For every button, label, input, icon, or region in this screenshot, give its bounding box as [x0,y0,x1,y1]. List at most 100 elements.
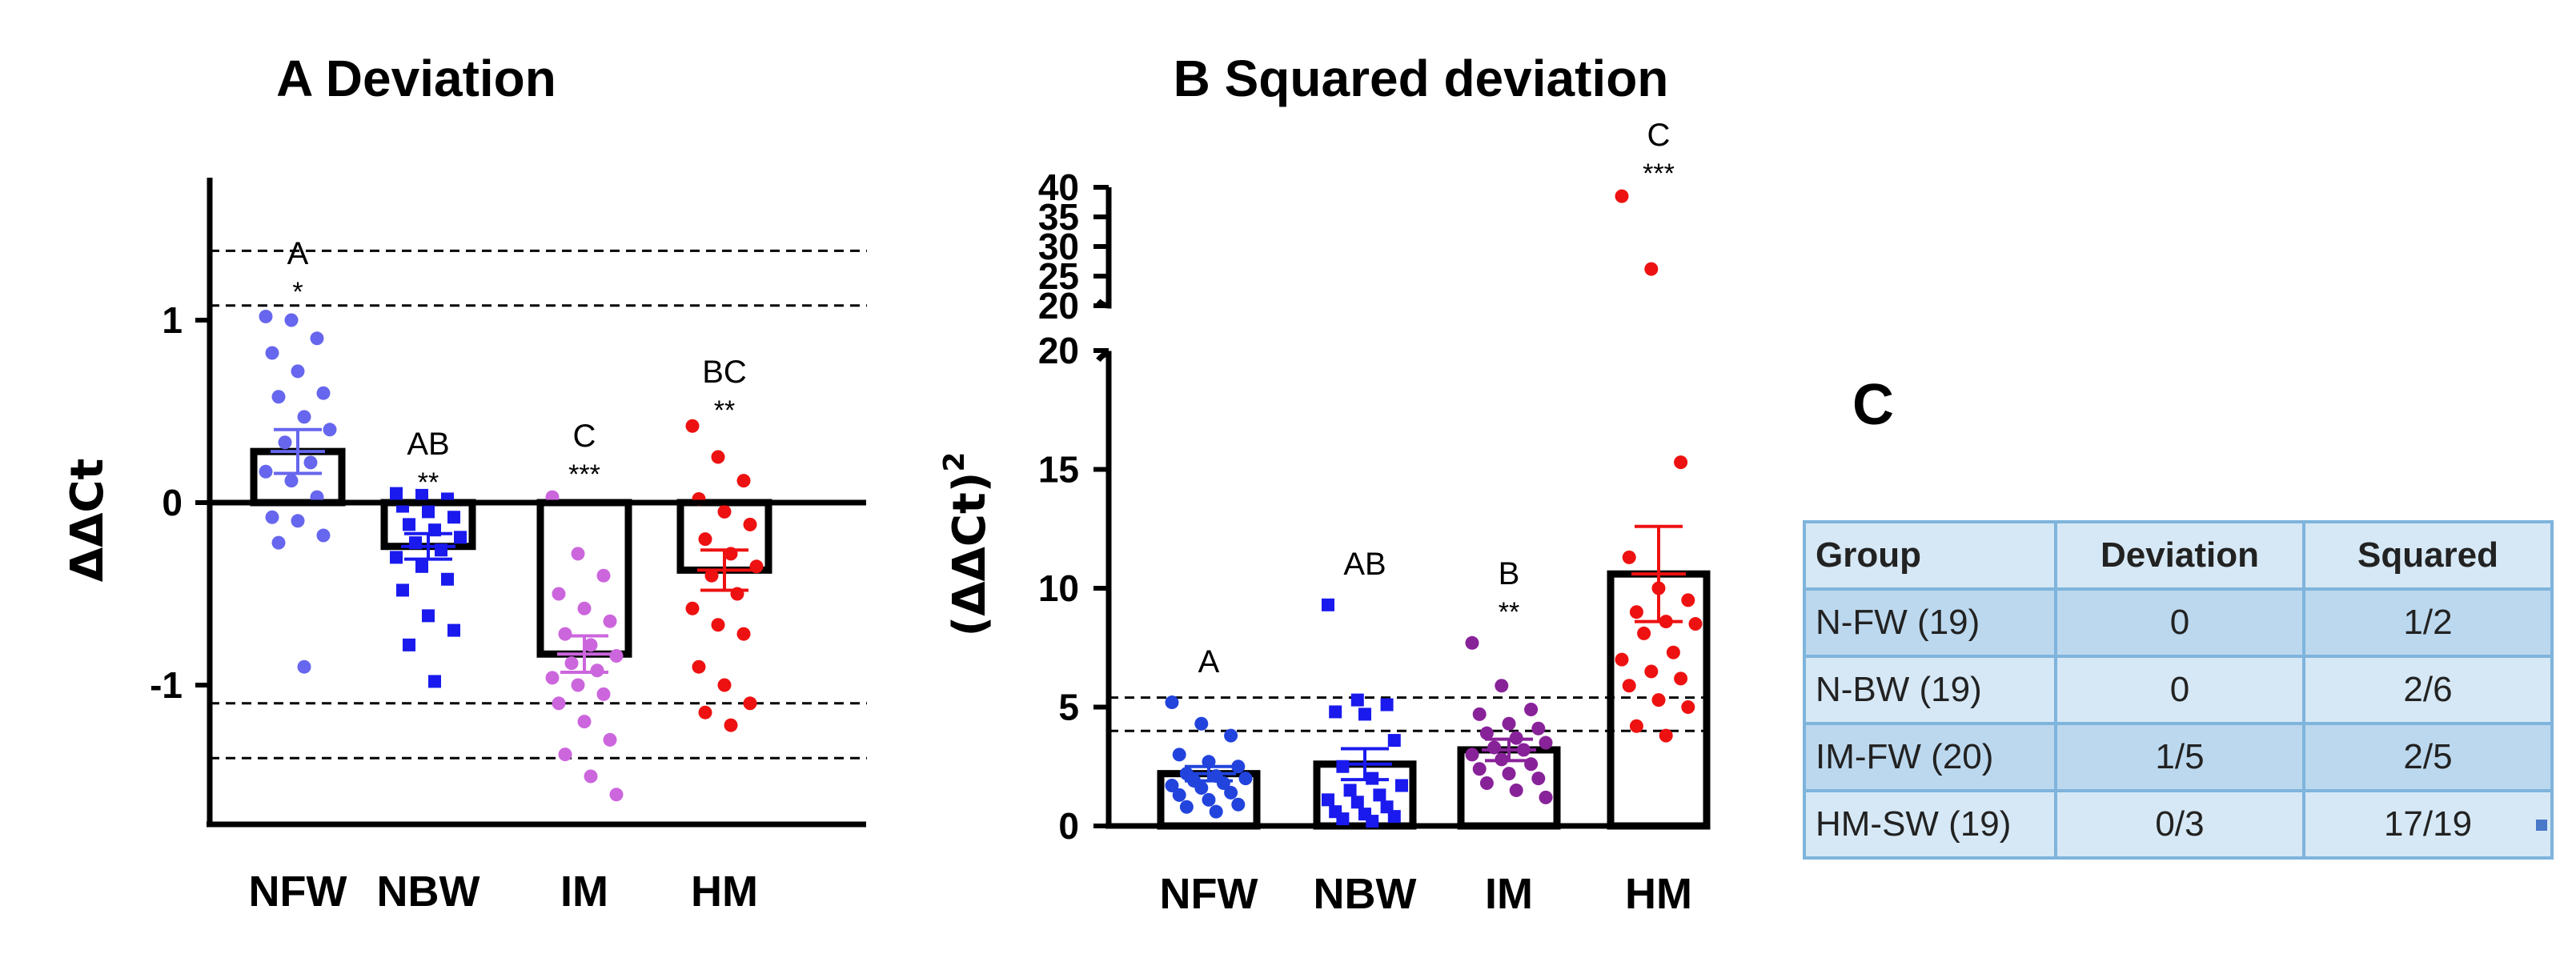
row-squared: 17/19 [2302,789,2554,860]
panel-a-data-point [447,511,460,524]
panel-b-y-tick-label: 15 [1038,449,1079,491]
panel-a-data-point [271,535,286,550]
panel-b-data-point [1472,762,1487,776]
panel-b-data-point [1539,790,1553,804]
panel-b-data-point [1343,784,1357,797]
panel-a-data-point [736,627,751,641]
panel-b-y-tick-label: 20 [1038,285,1079,327]
panel-b-category-label: NBW [1314,870,1417,918]
panel-b-data-point [1336,760,1350,773]
panel-a-data-point [545,671,560,685]
panel-a-data-point [603,732,617,747]
panel-b-y-tick-label: 10 [1038,567,1079,609]
row-deviation: 0 [2054,655,2305,725]
panel-b-y-tick-label: 0 [1058,805,1079,847]
panel-a-data-point [441,572,454,586]
panel-a-data-point [297,659,311,674]
panel-a-data-point [558,627,572,641]
table-row: N-BW (19) 0 2/6 [1803,655,2554,725]
panel-b-data-point [1472,707,1487,721]
panel-a-data-point [422,505,435,519]
panel-b-data-point [1622,679,1636,693]
header-group: Group [1803,520,2057,591]
panel-a-data-point [316,528,331,543]
panel-b-data-point [1179,800,1194,814]
row-deviation: 1/5 [2054,722,2305,792]
panel-a-data-point [571,547,585,561]
panel-a-data-point [749,559,764,574]
panel-b-data-point [1487,740,1502,755]
panel-a-data-point [552,696,566,711]
panel-b-data-point [1209,804,1223,819]
panel-b-data-point [1644,664,1659,679]
table-row: HM-SW (19) 0/3 17/19 [1803,789,2554,860]
panel-b-data-point [1502,767,1516,781]
panel-a-data-point [403,638,415,651]
panel-a-significance-stars: *** [568,459,600,490]
panel-b-data-point [1524,702,1539,716]
panel-a-data-point [609,649,624,663]
panel-b-data-point [1681,700,1695,714]
panel-b-data-point [1395,779,1408,792]
panel-a-data-point [403,518,415,531]
panel-a-data-point [736,474,751,488]
row-deviation: 0/3 [2054,789,2305,860]
panel-a-data-point [590,663,604,678]
panel-b-data-point [1502,716,1516,731]
panel-b-data-point [1231,760,1246,774]
panel-a-data-point [552,587,566,601]
panel-b-y-tick-label: 30 [1038,226,1079,267]
panel-b-data-point [1479,776,1494,791]
panel-a-data-point [724,718,738,732]
panel-a-category-label: NBW [377,868,480,916]
panel-a-data-point [698,705,712,720]
panel-b-category-label: IM [1485,870,1533,918]
panel-b-data-point [1681,593,1695,607]
panel-b-significance-letter: C [1647,118,1671,153]
panel-b-title: B Squared deviation [1174,50,1669,107]
panel-c-label: C [1852,373,1894,437]
panel-a-category-label: HM [691,868,758,916]
panel-b-significance-stars: ** [1499,597,1519,627]
panel-a-data-point [316,386,331,400]
panel-b-data-point [1172,748,1186,762]
panel-b-y-tick-label: 25 [1038,255,1079,297]
panel-b-y-tick-label: 40 [1038,166,1079,208]
panel-b-data-point [1329,705,1342,719]
header-squared: Squared [2302,520,2554,591]
panel-a-data-point [284,313,299,327]
panel-b-data-point [1387,810,1401,824]
panel-b-y-axis-lower [1096,351,1112,826]
panel-b-data-point [1224,785,1238,800]
panel-a-significance-stars: ** [714,395,735,426]
panel-b-data-point [1674,455,1688,470]
panel-a-data-point [711,450,725,464]
panel-b-data-point [1224,728,1238,743]
panel-b-data-point [1465,748,1479,762]
panel-b-data-point [1465,635,1479,650]
table-resize-handle[interactable] [2536,820,2547,831]
panel-b-category-label: HM [1625,870,1692,918]
panel-b-data-point [1637,626,1651,640]
panel-b-y-axis-label-sup: 2 [938,452,971,472]
panel-a-data-point [428,675,441,688]
panel-b-data-point [1373,788,1386,802]
panel-a-data-point [596,687,611,701]
panel-b-data-point [1322,598,1334,611]
row-group: HM-SW (19) [1803,789,2057,860]
panel-a-data-point [685,419,700,433]
panel-b-data-point [1615,652,1629,667]
panel-b-data-point [1350,796,1364,809]
panel-a-data-point [685,601,700,615]
panel-a-data-point [454,531,467,544]
panel-a-data-point [717,678,732,692]
panel-a-data-point [259,309,273,323]
panel-a: A Deviation ΔΔCt 1 0 -1 A * AB ** C *** BC ** NFW… [62,50,867,916]
panel-b-data-point [1358,707,1371,721]
row-squared: 2/6 [2302,655,2554,725]
panel-a-data-point [291,364,305,379]
panel-a-data-point [704,568,719,583]
panel-a-data-point [422,609,435,623]
row-deviation: 0 [2054,587,2305,658]
panel-a-data-point [284,474,299,488]
